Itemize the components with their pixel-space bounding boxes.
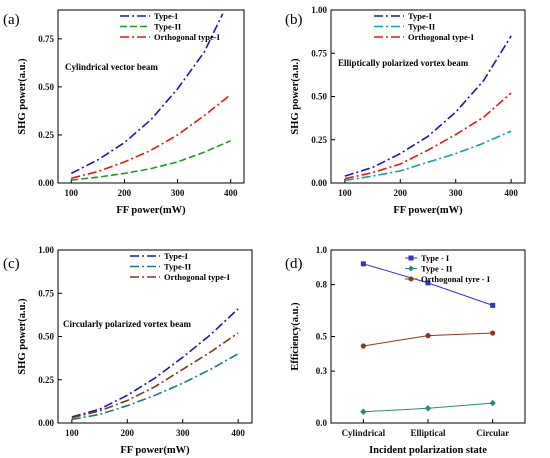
x-tick-label: 100 — [65, 188, 79, 198]
x-tick-label: 300 — [176, 428, 190, 438]
y-tick-label: 1.00 — [38, 245, 54, 255]
x-axis-label: Incident polarization state — [369, 445, 487, 456]
series-line-2 — [71, 353, 239, 421]
y-tick-label: 1.00 — [311, 5, 327, 15]
panel-label: (d) — [285, 256, 303, 272]
legend-label: Type - II — [421, 264, 453, 274]
series-line-2 — [344, 130, 512, 182]
series-line-3 — [71, 332, 239, 419]
legend-label: Type-II — [164, 262, 192, 272]
x-tick-label: Cylindrical — [342, 428, 386, 438]
legend-label: Type-I — [408, 11, 433, 21]
x-axis-label: FF power(mW) — [120, 445, 190, 456]
chart-panel-3: 0.00 0.25 0.50 0.75 1.00 100 200 300 400 FF power… — [3, 245, 253, 456]
legend-label: Type-II — [154, 22, 182, 32]
series-line-1 — [70, 13, 224, 175]
panel-label: (b) — [285, 12, 303, 28]
panel-label: (c) — [3, 256, 20, 272]
y-tick-label: 0.25 — [38, 375, 54, 385]
data-point — [490, 330, 496, 336]
x-tick-label: 400 — [231, 428, 245, 438]
y-tick-label: 0.00 — [311, 178, 327, 188]
x-tick-label: 200 — [118, 188, 132, 198]
x-tick-label: 300 — [171, 188, 185, 198]
series-line-3 — [71, 93, 232, 179]
legend-marker — [408, 255, 414, 261]
y-axis-label: Efficiency(a.u.) — [290, 302, 301, 371]
legend-label: Type-I — [164, 251, 189, 261]
chart-panel-2: 0.00 0.25 0.50 0.75 1.00 100 200 300 400 FF power… — [285, 5, 526, 216]
y-tick-label: 0.25 — [311, 135, 327, 145]
y-tick-label: 0.0 — [316, 418, 328, 428]
y-tick-label: 0.5 — [316, 332, 328, 342]
x-tick-label: Elliptical — [410, 428, 446, 438]
x-tick-label: 100 — [65, 428, 79, 438]
data-point — [490, 302, 496, 308]
plot-frame — [57, 9, 245, 184]
legend-label: Type - I — [421, 253, 450, 263]
y-tick-label: 1.0 — [316, 245, 328, 255]
x-axis-label: FF power(mW) — [393, 205, 463, 216]
x-axis-label: FF power(mW) — [116, 205, 186, 216]
legend-label: Type-II — [408, 22, 436, 32]
y-tick-label: 0.75 — [38, 34, 54, 44]
legend-label: Orthogonal type-I — [164, 272, 231, 282]
series-line-1 — [344, 35, 512, 177]
y-tick-label: 0.00 — [38, 418, 54, 428]
x-tick-label: 400 — [224, 188, 238, 198]
chart-panel-1: 0.00 0.25 0.50 0.75 100 200 300 400 FF power(mW)… — [3, 9, 245, 216]
x-tick-label: 100 — [338, 188, 352, 198]
data-point — [424, 405, 432, 412]
y-axis-label: SHG power(a.u.) — [290, 58, 301, 135]
chart-annotation: Circularly polarized vortex beam — [63, 319, 192, 329]
data-point — [425, 333, 431, 339]
y-tick-label: 0.50 — [311, 92, 327, 102]
y-axis-label: SHG power(a.u.) — [17, 58, 28, 135]
data-point — [360, 343, 366, 349]
y-tick-label: 0.75 — [38, 288, 54, 298]
y-tick-label: 0.75 — [311, 48, 327, 58]
series-line-1 — [71, 308, 239, 418]
data-point — [360, 261, 366, 267]
y-tick-label: 0.00 — [38, 178, 54, 188]
series-line-2 — [71, 139, 232, 181]
panel-label: (a) — [3, 12, 20, 28]
x-tick-label: Circular — [476, 428, 509, 438]
legend-label: Orthogonal tyre - I — [421, 274, 491, 284]
y-tick-label: 0.50 — [38, 332, 54, 342]
data-point — [425, 280, 431, 286]
data-point — [489, 399, 496, 407]
x-tick-label: 200 — [394, 188, 408, 198]
y-tick-label: 0.25 — [38, 130, 54, 140]
x-tick-label: 200 — [121, 428, 135, 438]
y-tick-label: 0.50 — [38, 82, 54, 92]
y-axis-label: SHG power(a.u.) — [17, 298, 28, 375]
chart-annotation: Cylindrical vector beam — [65, 62, 158, 72]
legend-label: Orthogonal type-I — [154, 32, 221, 42]
y-tick-label: 0.3 — [316, 366, 328, 376]
x-tick-label: 400 — [504, 188, 518, 198]
legend-label: Orthogonal type-I — [408, 32, 475, 42]
x-tick-label: 300 — [449, 188, 463, 198]
legend-marker — [408, 265, 414, 272]
chart-panel-4: 0.0 0.3 0.5 0.8 1.0 Cylindrical Elliptical Circ… — [285, 245, 526, 456]
chart-annotation: Elliptically polarized vortex beam — [338, 58, 469, 68]
series-line-3 — [344, 92, 512, 180]
data-point — [360, 408, 367, 415]
y-tick-label: 0.8 — [316, 280, 328, 290]
legend-marker — [408, 276, 414, 282]
legend-label: Type-I — [154, 11, 179, 21]
